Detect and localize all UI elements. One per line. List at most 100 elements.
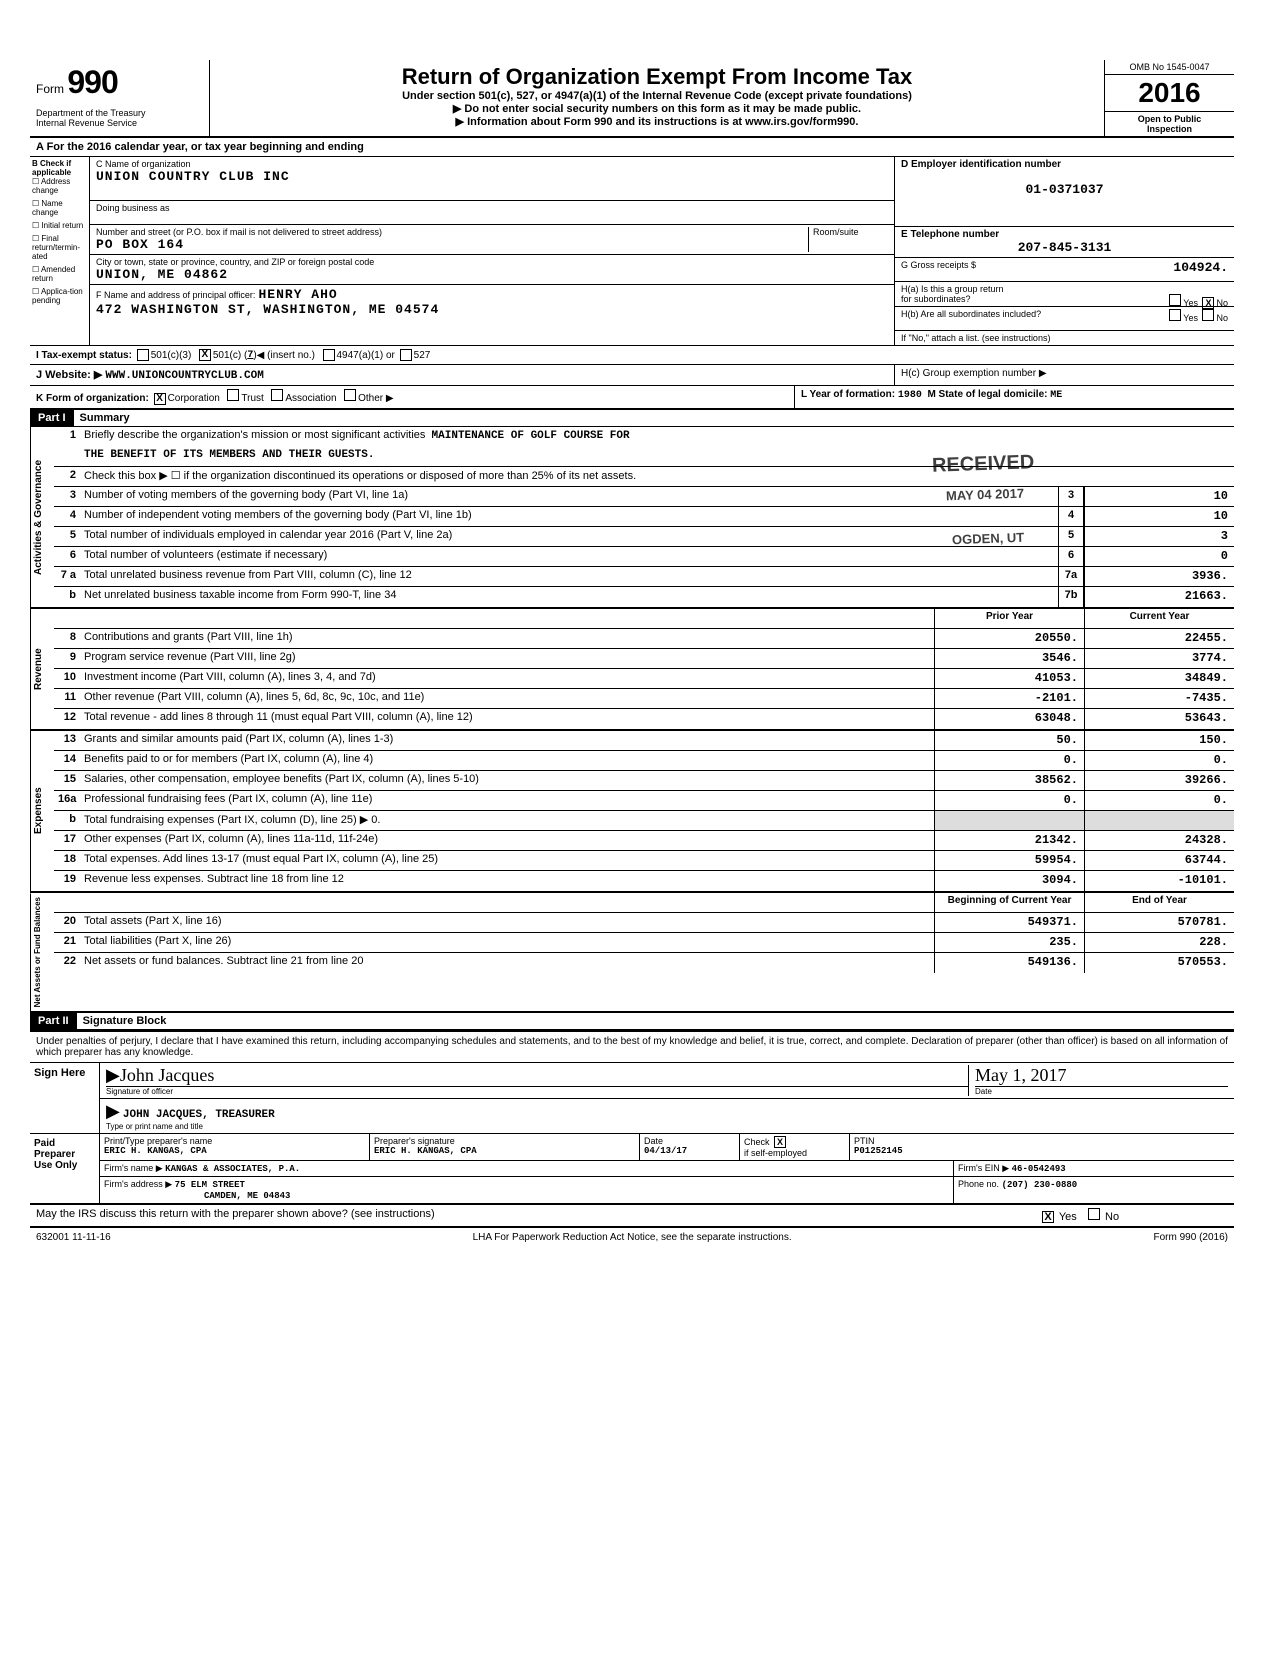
- ptin-value: P01252145: [854, 1146, 1230, 1156]
- cb-501c[interactable]: X: [199, 349, 211, 361]
- cb-discuss-yes[interactable]: X: [1042, 1211, 1054, 1223]
- line-1-desc: Briefly describe the organization's miss…: [80, 427, 1234, 447]
- prep-date: 04/13/17: [644, 1146, 735, 1156]
- summary-line: 11Other revenue (Part VIII, column (A), …: [54, 689, 1234, 709]
- current-value: 39266.: [1084, 771, 1234, 790]
- form-warn: ▶ Do not enter social security numbers o…: [218, 102, 1096, 115]
- summary-line: 8Contributions and grants (Part VIII, li…: [54, 629, 1234, 649]
- prep-date-label: Date: [644, 1136, 735, 1146]
- summary-line: 6Total number of volunteers (estimate if…: [54, 547, 1234, 567]
- side-activities: Activities & Governance: [30, 427, 54, 607]
- stamp-date: MAY 04 2017: [946, 486, 1025, 504]
- prior-value: 59954.: [934, 851, 1084, 870]
- cb-501c3[interactable]: [137, 349, 149, 361]
- revenue-section: Revenue Prior Year Current Year 8Contrib…: [30, 609, 1234, 731]
- end-value: 570553.: [1084, 953, 1234, 973]
- activities-governance-section: Activities & Governance 1 Briefly descri…: [30, 427, 1234, 609]
- cb-trust[interactable]: [227, 389, 239, 401]
- phone-label: E Telephone number: [901, 229, 1228, 240]
- cb-address-change[interactable]: Address change: [32, 177, 87, 195]
- cb-application-pending[interactable]: Applica-tion pending: [32, 287, 87, 305]
- summary-line: 12Total revenue - add lines 8 through 11…: [54, 709, 1234, 729]
- prep-name-label: Print/Type preparer's name: [104, 1136, 365, 1146]
- line-desc: Total assets (Part X, line 16): [80, 913, 934, 932]
- line1-value2: THE BENEFIT OF ITS MEMBERS AND THEIR GUE…: [80, 447, 1234, 466]
- discuss-question: May the IRS discuss this return with the…: [30, 1205, 1034, 1226]
- cb-self-employed[interactable]: X: [774, 1136, 786, 1148]
- part-ii-badge: Part II: [30, 1013, 77, 1029]
- line-box: 7b: [1058, 587, 1084, 607]
- header-right: OMB No 1545-0047 2016 Open to Public Ins…: [1104, 60, 1234, 136]
- line1-label: Briefly describe the organization's miss…: [84, 429, 425, 441]
- check-label: Check: [744, 1137, 770, 1147]
- part-i-badge: Part I: [30, 410, 74, 426]
- line1-value: MAINTENANCE OF GOLF COURSE FOR: [432, 430, 630, 442]
- line-box: 3: [1058, 487, 1084, 506]
- form-subtitle: Under section 501(c), 527, or 4947(a)(1)…: [218, 90, 1096, 102]
- line-value: 0: [1084, 547, 1234, 566]
- form-info: ▶ Information about Form 990 and its ins…: [218, 115, 1096, 128]
- gross-value: 104924.: [1173, 260, 1228, 279]
- ha-no-box[interactable]: X: [1202, 297, 1214, 309]
- footer-row: 632001 11-11-16 LHA For Paperwork Reduct…: [30, 1228, 1234, 1247]
- officer-sig-label: Signature of officer: [106, 1087, 968, 1096]
- firm-addr-label: Firm's address ▶: [104, 1179, 172, 1189]
- prior-value: -2101.: [934, 689, 1084, 708]
- received-stamp: RECEIVED: [931, 451, 1034, 478]
- phone-value: 207-845-3131: [901, 240, 1228, 255]
- hb-no-box[interactable]: [1202, 309, 1214, 321]
- col-begin-year: Beginning of Current Year: [934, 893, 1084, 912]
- line-num: 13: [54, 731, 80, 750]
- col-end-year: End of Year: [1084, 893, 1234, 912]
- line-2-num: 2: [54, 467, 80, 486]
- prior-value: 63048.: [934, 709, 1084, 729]
- firm-ein-label: Firm's EIN ▶: [958, 1163, 1009, 1173]
- ha-sub: for subordinates?: [901, 294, 971, 304]
- line-num: 20: [54, 913, 80, 932]
- row-i-tax-status: I Tax-exempt status: 501(c)(3) X 501(c) …: [30, 346, 1234, 365]
- discuss-no: No: [1105, 1211, 1119, 1223]
- website-label: J Website: ▶: [36, 369, 102, 381]
- footer-mid: LHA For Paperwork Reduction Act Notice, …: [473, 1232, 792, 1243]
- cb-amended-return[interactable]: Amended return: [32, 265, 87, 283]
- current-value: 34849.: [1084, 669, 1234, 688]
- cb-initial-return[interactable]: Initial return: [32, 221, 87, 230]
- officer-typed-name: JOHN JACQUES, TREASURER: [123, 1109, 275, 1121]
- ha-yes-box[interactable]: [1169, 294, 1181, 306]
- line-num: 11: [54, 689, 80, 708]
- cb-527[interactable]: [400, 349, 412, 361]
- row-i-label: I Tax-exempt status:: [36, 350, 132, 361]
- ha-yes: Yes: [1183, 298, 1198, 308]
- year-formation: 1980: [898, 390, 922, 401]
- line-desc: Other revenue (Part VIII, column (A), li…: [80, 689, 934, 708]
- line-desc: Contributions and grants (Part VIII, lin…: [80, 629, 934, 648]
- summary-line: bNet unrelated business taxable income f…: [54, 587, 1234, 607]
- cb-final-return[interactable]: Final return/termin-ated: [32, 234, 87, 261]
- current-value: 53643.: [1084, 709, 1234, 729]
- line-desc: Total expenses. Add lines 13-17 (must eq…: [80, 851, 934, 870]
- cb-name-change[interactable]: Name change: [32, 199, 87, 217]
- gross-label: G Gross receipts $: [901, 260, 976, 279]
- header-center: Return of Organization Exempt From Incom…: [210, 60, 1104, 136]
- corp-label: Corporation: [168, 393, 220, 404]
- line-box: 4: [1058, 507, 1084, 526]
- ha-label: H(a) Is this a group return: [901, 284, 1004, 294]
- assoc-label: Association: [285, 393, 336, 404]
- part-i-title: Summary: [74, 410, 136, 426]
- cb-4947[interactable]: [323, 349, 335, 361]
- cb-other[interactable]: [344, 389, 356, 401]
- col-b-label: B Check if applicable: [32, 159, 87, 177]
- hb-yes-box[interactable]: [1169, 309, 1181, 321]
- line-num: 21: [54, 933, 80, 952]
- form-label: Form: [36, 82, 64, 96]
- cb-assoc[interactable]: [271, 389, 283, 401]
- stamp-location: OGDEN, UT: [952, 530, 1025, 548]
- cb-corp[interactable]: X: [154, 393, 166, 405]
- current-value: -7435.: [1084, 689, 1234, 708]
- officer-addr: 472 WASHINGTON ST, WASHINGTON, ME 04574: [96, 302, 888, 317]
- line-desc: Net assets or fund balances. Subtract li…: [80, 953, 934, 973]
- cb-discuss-no[interactable]: [1088, 1208, 1100, 1220]
- current-value: -10101.: [1084, 871, 1234, 891]
- ein-label: D Employer identification number: [901, 159, 1228, 170]
- line-1b-num: [54, 447, 80, 466]
